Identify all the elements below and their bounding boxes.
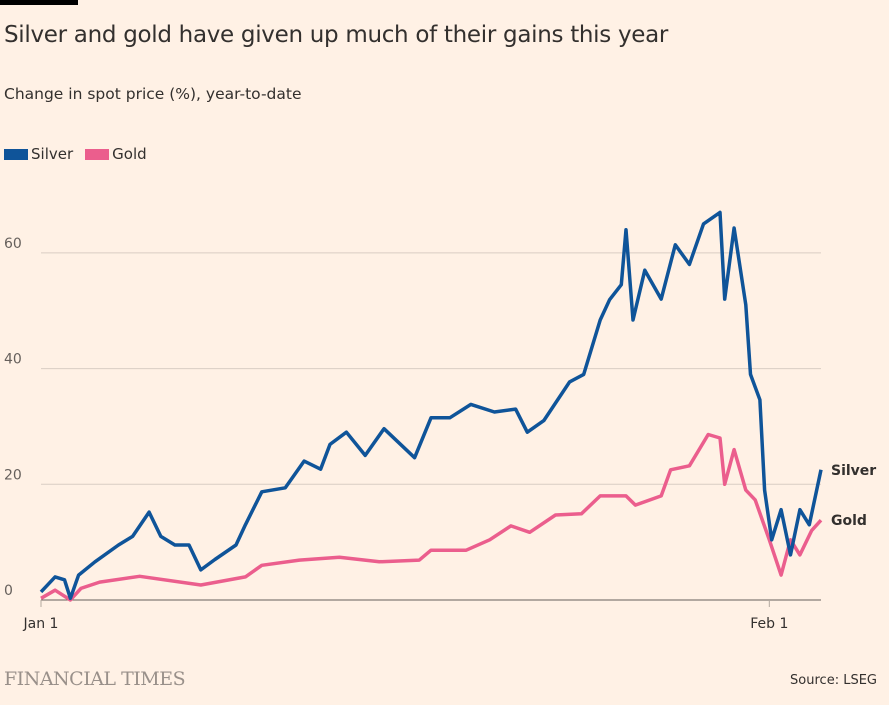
end-label-silver: Silver	[831, 463, 876, 479]
x-tick-label: Feb 1	[750, 616, 788, 632]
end-label-gold: Gold	[831, 513, 867, 529]
y-tick-label: 40	[4, 352, 22, 368]
legend: Silver Gold	[4, 145, 147, 163]
chart-title: Silver and gold have given up much of th…	[4, 22, 669, 48]
legend-swatch-silver	[4, 148, 28, 160]
y-tick-label: 20	[4, 467, 22, 483]
legend-item-silver: Silver	[4, 145, 73, 163]
legend-label-silver: Silver	[31, 145, 74, 163]
series-line-silver	[39, 210, 823, 601]
legend-item-gold: Gold	[85, 145, 147, 163]
ft-logo: FINANCIAL TIMES	[4, 668, 186, 690]
legend-label-gold: Gold	[112, 145, 147, 163]
chart-subtitle: Change in spot price (%), year-to-date	[4, 85, 302, 103]
series-line-gold	[40, 432, 823, 602]
y-tick-label: 0	[4, 583, 13, 599]
brand-bar	[0, 0, 78, 5]
source-note: Source: LSEG	[790, 673, 877, 688]
legend-swatch-gold	[85, 148, 110, 160]
x-tick-label: Jan 1	[23, 616, 59, 632]
y-tick-label: 60	[4, 236, 22, 252]
